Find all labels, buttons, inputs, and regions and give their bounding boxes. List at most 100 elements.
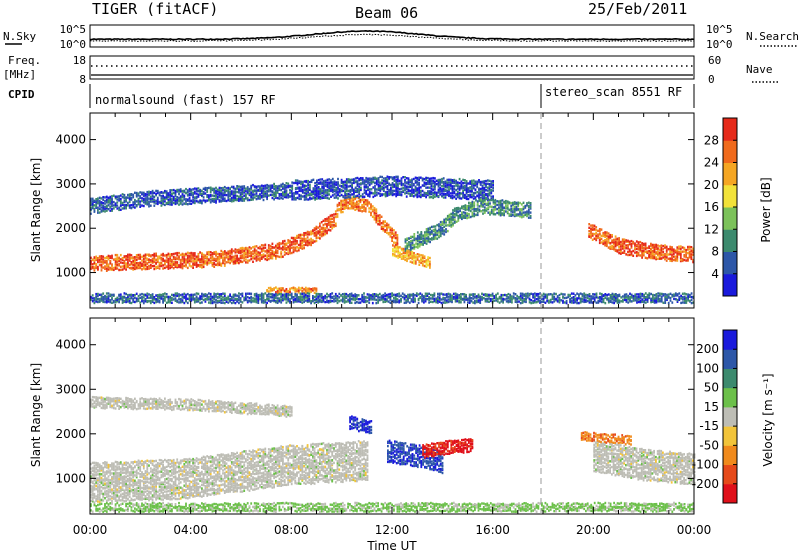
heatmap-cell-power-cells-3 (377, 188, 380, 192)
heatmap-cell-power-cells-6 (393, 246, 396, 249)
heatmap-cell-power-cells-8 (370, 298, 372, 301)
heatmap-cell-power-cells-8 (232, 301, 235, 304)
heatmap-cell-power-cells-2 (176, 200, 179, 204)
heatmap-cell-power-cells-4 (517, 208, 520, 211)
heatmap-cell-power-cells-3 (370, 182, 373, 185)
heatmap-cell-power-cells-6 (420, 259, 422, 262)
heatmap-cell-power-cells-2 (276, 189, 279, 192)
heatmap-cell-power-cells-2 (123, 203, 126, 207)
heatmap-cell-power-cells-8 (444, 297, 446, 300)
heatmap-cell-power-cells-2 (193, 201, 196, 205)
heatmap-cell-power-cells-1 (384, 229, 386, 232)
heatmap-cell-power-cells-3 (444, 196, 447, 199)
heatmap-cell-power-cells-8 (93, 301, 96, 305)
heatmap-cell-power-cells-3 (395, 190, 398, 193)
heatmap-cell-power-cells-8 (414, 294, 416, 297)
heatmap-cell-power-cells-8 (209, 292, 212, 296)
heatmap-cell-power-cells-2 (208, 199, 210, 202)
heatmap-cell-power-cells-3 (488, 194, 491, 197)
heatmap-cell-power-cells-2 (100, 197, 103, 200)
heatmap-cell-power-cells-0 (160, 264, 163, 268)
heatmap-cell-power-cells-5 (669, 257, 672, 260)
heatmap-cell-power-cells-0 (282, 240, 284, 243)
heatmap-cell-power-cells-2 (98, 196, 101, 199)
heatmap-cell-power-cells-8 (156, 298, 159, 301)
heatmap-cell-power-cells-6 (418, 255, 421, 258)
heatmap-cell-power-cells-2 (260, 194, 263, 198)
heatmap-cell-power-cells-2 (178, 192, 180, 196)
heatmap-cell-power-cells-8 (155, 298, 157, 301)
heatmap-cell-power-cells-6 (427, 256, 429, 259)
heatmap-cell-power-cells-3 (400, 179, 403, 183)
heatmap-cell-power-cells-4 (499, 199, 502, 203)
heatmap-cell-power-cells-0 (167, 257, 170, 261)
heatmap-cell-power-cells-2 (239, 195, 242, 198)
heatmap-cell-power-cells-0 (312, 241, 314, 244)
heatmap-cell-power-cells-0 (155, 254, 157, 257)
heatmap-cell-power-cells-2 (267, 194, 270, 197)
heatmap-cell-power-cells-8 (350, 297, 353, 301)
heatmap-cell-power-cells-1 (357, 202, 360, 206)
heatmap-cell-power-cells-4 (466, 212, 468, 215)
heatmap-cell-power-cells-6 (418, 259, 421, 263)
heatmap-cell-power-cells-3 (458, 181, 461, 185)
heatmap-cell-power-cells-0 (104, 265, 106, 268)
heatmap-cell-power-cells-2 (142, 204, 145, 208)
heatmap-cell-power-cells-0 (104, 256, 106, 260)
heatmap-cell-power-cells-8 (396, 298, 399, 301)
heatmap-cell-power-cells-8 (209, 299, 212, 302)
heatmap-cell-power-cells-1 (341, 199, 344, 202)
heatmap-cell-power-cells-3 (338, 188, 341, 191)
heatmap-cell-power-cells-2 (132, 196, 135, 199)
heatmap-cell-power-cells-2 (241, 191, 244, 194)
heatmap-cell-power-cells-3 (347, 178, 350, 181)
heatmap-cell-power-cells-3 (449, 184, 452, 187)
heatmap-cell-power-cells-0 (326, 229, 328, 233)
heatmap-cell-power-cells-5 (598, 241, 601, 245)
heatmap-cell-power-cells-2 (218, 189, 221, 192)
heatmap-cell-power-cells-3 (442, 180, 445, 184)
heatmap-cell-power-cells-0 (262, 255, 265, 258)
heatmap-cell-power-cells-3 (456, 184, 459, 188)
heatmap-cell-power-cells-0 (301, 244, 304, 248)
heatmap-cell-power-cells-3 (434, 191, 436, 194)
heatmap-cell-power-cells-0 (123, 261, 126, 265)
heatmap-cell-power-cells-2 (218, 186, 221, 190)
heatmap-cell-power-cells-1 (368, 210, 371, 213)
heatmap-cell-power-cells-8 (296, 293, 298, 296)
heatmap-cell-power-cells-5 (614, 238, 617, 241)
heatmap-cell-power-cells-3 (367, 194, 369, 197)
heatmap-cell-power-cells-3 (405, 177, 408, 180)
heatmap-cell-power-cells-4 (425, 242, 428, 245)
heatmap-cell-power-cells-8 (533, 295, 536, 298)
heatmap-cell-power-cells-5 (602, 242, 605, 245)
heatmap-cell-power-cells-0 (315, 232, 318, 235)
heatmap-cell-power-cells-1 (352, 207, 355, 210)
heatmap-cell-power-cells-8 (350, 301, 353, 304)
heatmap-cell-power-cells-2 (141, 197, 143, 200)
heatmap-cell-power-cells-0 (142, 265, 145, 268)
heatmap-cell-power-cells-0 (109, 255, 112, 258)
heatmap-cell-power-cells-5 (692, 247, 694, 250)
heatmap-cell-power-cells-3 (490, 192, 493, 195)
heatmap-cell-power-cells-4 (468, 204, 470, 207)
heatmap-cell-power-cells-8 (257, 293, 260, 297)
heatmap-cell-power-cells-0 (294, 246, 297, 249)
heatmap-cell-power-cells-8 (460, 293, 462, 296)
heatmap-cell-power-cells-8 (320, 293, 323, 296)
heatmap-cell-power-cells-3 (448, 194, 450, 198)
heatmap-cell-power-cells-4 (510, 209, 513, 212)
heatmap-cell-power-cells-1 (373, 214, 376, 217)
heatmap-cell-power-cells-0 (289, 241, 291, 244)
heatmap-cell-power-cells-0 (186, 260, 189, 263)
heatmap-cell-power-cells-4 (457, 217, 460, 220)
heatmap-cell-power-cells-8 (215, 301, 217, 304)
heatmap-cell-power-cells-8 (460, 301, 462, 304)
heatmap-cell-power-cells-0 (201, 266, 203, 269)
heatmap-cell-power-cells-8 (458, 299, 460, 302)
heatmap-cell-power-cells-8 (146, 299, 149, 303)
heatmap-cell-power-cells-3 (397, 175, 399, 178)
heatmap-cell-power-cells-0 (245, 261, 247, 264)
heatmap-cell-power-cells-0 (141, 259, 143, 262)
